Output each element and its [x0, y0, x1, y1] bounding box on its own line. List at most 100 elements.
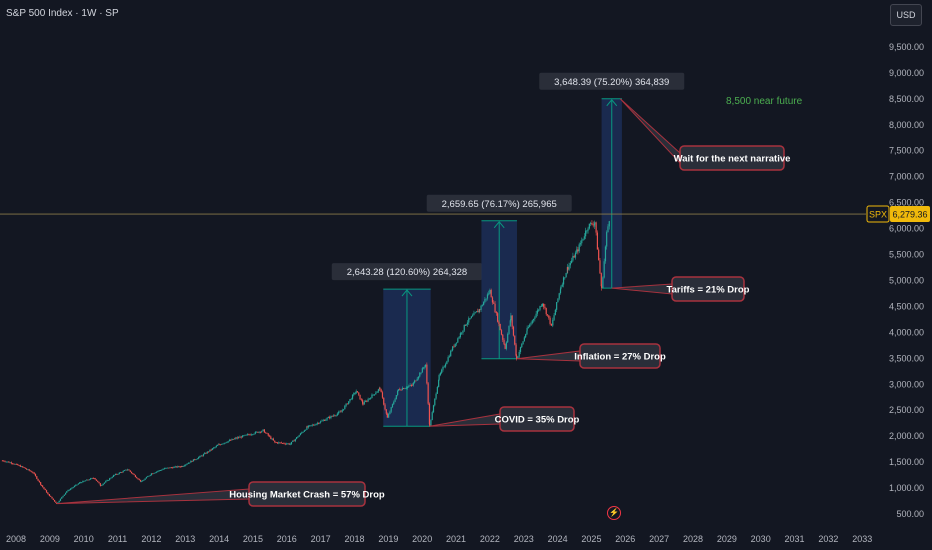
- candle-body: [254, 431, 256, 434]
- callout-text: Inflation = 27% Drop: [574, 352, 666, 363]
- candle-body: [63, 494, 65, 496]
- candle-body: [574, 252, 577, 258]
- candle-body: [15, 463, 18, 465]
- candle-body: [366, 401, 368, 402]
- candle-body: [178, 466, 180, 468]
- candle-body: [302, 431, 304, 433]
- candle-body: [400, 389, 402, 391]
- candle-body: [581, 240, 583, 244]
- candle-body: [608, 221, 610, 227]
- candle-body: [165, 467, 167, 469]
- candle-body: [320, 421, 322, 423]
- candle-body: [231, 438, 233, 441]
- currency-button[interactable]: USD: [890, 4, 922, 26]
- lightning-icon[interactable]: ⚡: [607, 506, 621, 520]
- candle-body: [516, 355, 518, 359]
- candle-body: [221, 443, 223, 445]
- candle-body: [218, 444, 220, 445]
- candle-body: [199, 455, 201, 458]
- candle-body: [371, 394, 373, 399]
- candle-body: [408, 386, 410, 387]
- last-price-value: 6,279.36: [892, 210, 927, 220]
- candle-body: [28, 469, 30, 471]
- candle-body: [583, 236, 585, 239]
- candle-body: [415, 380, 417, 382]
- candle-body: [463, 324, 465, 331]
- x-tick-label: 2008: [6, 534, 26, 544]
- candle-body: [342, 409, 345, 411]
- candle-body: [301, 432, 303, 434]
- candle-body: [593, 223, 596, 226]
- candle-body: [596, 232, 599, 250]
- candle-body: [386, 413, 388, 418]
- candle-body: [53, 499, 56, 502]
- candle-body: [588, 223, 590, 229]
- candle-body: [479, 309, 481, 311]
- x-tick-label: 2023: [514, 534, 534, 544]
- x-tick-label: 2011: [108, 534, 127, 544]
- x-axis: 2008 2009 2010 2011 2012 2013 2014 2015 2016 2017…: [6, 534, 872, 544]
- candle-body: [364, 401, 367, 402]
- candle-body: [72, 487, 74, 488]
- x-tick-label: 2019: [378, 534, 398, 544]
- last-price-tag: [890, 206, 930, 223]
- candle-body: [421, 368, 423, 373]
- candle-body: [592, 224, 594, 226]
- candle-body: [267, 433, 269, 436]
- candle-body: [335, 415, 337, 417]
- symbol-tag: [866, 205, 890, 223]
- candle-body: [578, 244, 580, 252]
- candle-body: [208, 451, 210, 453]
- candle-body: [383, 397, 385, 405]
- candle-body: [465, 324, 467, 326]
- candle-body: [61, 497, 63, 499]
- candle-body: [58, 500, 60, 503]
- candle-body: [450, 351, 452, 357]
- y-tick-label: 2,000.00: [889, 431, 924, 441]
- candle-body: [514, 335, 516, 345]
- candle-body: [27, 469, 29, 471]
- candle-body: [314, 424, 316, 426]
- candle-body: [397, 390, 399, 396]
- y-tick-label: 8,000.00: [889, 120, 924, 130]
- candle-body: [57, 502, 59, 504]
- candle-body: [500, 330, 503, 335]
- candle-body: [170, 467, 172, 469]
- candle-body: [138, 479, 140, 481]
- candle-body: [480, 305, 482, 310]
- candle-body: [175, 466, 178, 468]
- candle-body: [356, 391, 359, 393]
- candle-body: [168, 467, 170, 469]
- y-tick-label: 4,500.00: [889, 301, 924, 311]
- x-tick-label: 2029: [717, 534, 737, 544]
- candle-body: [306, 426, 308, 428]
- candle-body: [185, 464, 187, 466]
- candle-body: [397, 389, 400, 391]
- candle-body: [278, 442, 280, 444]
- candle-body: [87, 479, 89, 481]
- y-tick-label: 5,000.00: [889, 275, 924, 285]
- candle-body: [426, 364, 428, 384]
- y-tick-label: 1,500.00: [889, 457, 924, 467]
- candle-body: [452, 346, 454, 351]
- candle-body: [416, 378, 418, 381]
- candle-body: [222, 443, 224, 445]
- candle-body: [543, 303, 545, 307]
- candle-body: [350, 398, 352, 400]
- measurement-label: 2,659.65 (76.17%) 265,965: [442, 199, 557, 210]
- chart-title: S&P 500 Index · 1W · SP: [6, 8, 119, 19]
- candle-body: [373, 394, 376, 396]
- candle-body: [122, 470, 124, 473]
- measurement-ranges: 2,643.28 (120.60%) 264,328 2,659.65 (76.1…: [331, 72, 685, 427]
- candle-body: [362, 403, 364, 405]
- callout-pointer: [56, 488, 250, 505]
- candle-body: [200, 455, 202, 457]
- candle-body: [523, 337, 525, 342]
- candle-body: [379, 387, 381, 390]
- y-tick-label: 2,500.00: [889, 405, 924, 415]
- candle-body: [576, 249, 578, 253]
- candle-body: [235, 437, 237, 439]
- candle-body: [447, 357, 449, 362]
- candle-body: [604, 246, 607, 262]
